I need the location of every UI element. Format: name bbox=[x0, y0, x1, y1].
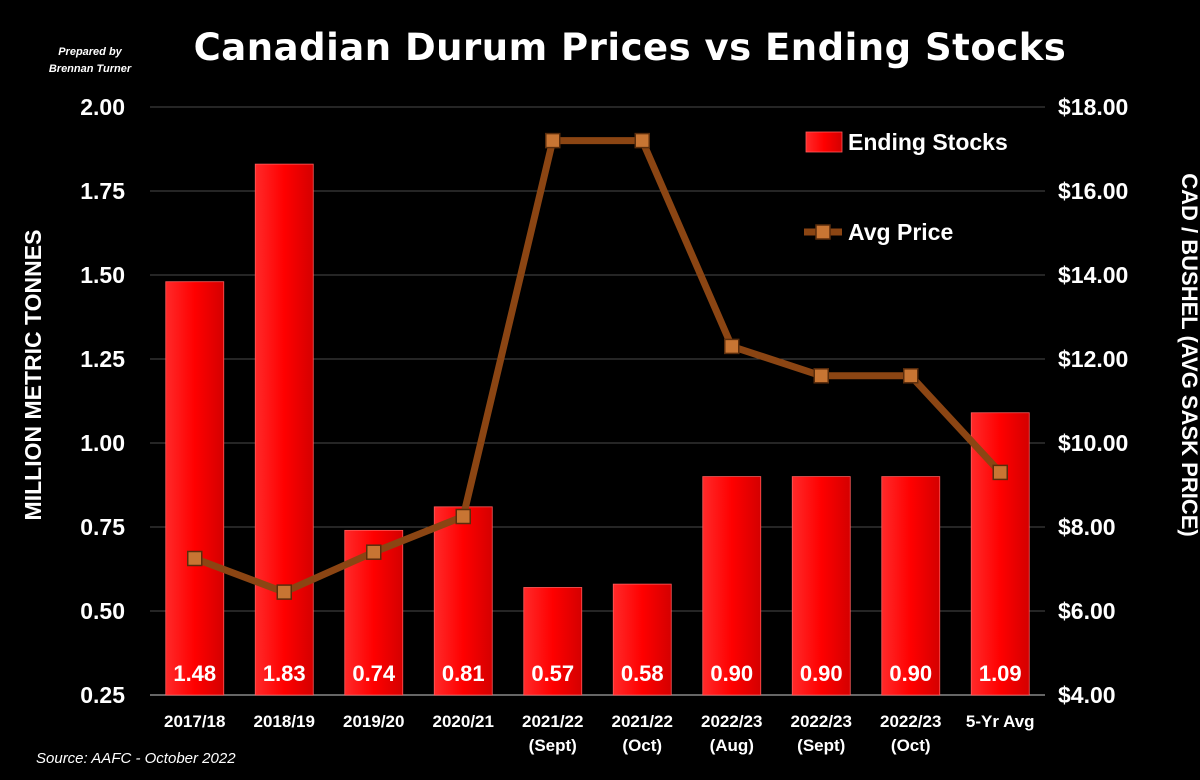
bar-data-label: 1.83 bbox=[263, 661, 306, 686]
y2-tick-label: $4.00 bbox=[1058, 682, 1116, 708]
x-tick-label: 5-Yr Avg bbox=[966, 712, 1035, 731]
y-tick-label: 1.25 bbox=[80, 346, 125, 372]
bar bbox=[165, 281, 225, 696]
price-marker bbox=[724, 338, 740, 355]
y2-tick-label: $14.00 bbox=[1058, 262, 1128, 288]
price-marker bbox=[813, 368, 829, 384]
price-marker bbox=[545, 132, 561, 149]
price-marker bbox=[634, 132, 650, 149]
x-tick-label: 2017/18 bbox=[164, 712, 225, 731]
bar bbox=[523, 587, 583, 696]
legend-label-price: Avg Price bbox=[848, 219, 953, 245]
y2-tick-label: $12.00 bbox=[1058, 346, 1128, 372]
y-tick-label: 2.00 bbox=[80, 94, 125, 120]
legend-swatch-price-marker bbox=[815, 224, 831, 240]
bar-data-label: 1.48 bbox=[173, 661, 216, 686]
y-tick-label: 0.75 bbox=[80, 514, 125, 540]
legend-label-stocks: Ending Stocks bbox=[848, 129, 1008, 155]
y-tick-label: 0.50 bbox=[80, 598, 125, 624]
bar bbox=[791, 476, 851, 696]
x-tick-label: 2022/23 bbox=[701, 712, 762, 731]
credit-note: Prepared by Brennan Turner bbox=[30, 44, 150, 78]
x-tick-label: (Oct) bbox=[622, 736, 662, 755]
bar-data-label: 1.09 bbox=[979, 661, 1022, 686]
bar-data-label: 0.90 bbox=[800, 661, 843, 686]
bar bbox=[433, 506, 493, 696]
x-tick-label: 2019/20 bbox=[343, 712, 404, 731]
price-marker bbox=[903, 368, 919, 384]
bar bbox=[702, 476, 762, 696]
credit-line-1: Prepared by bbox=[58, 46, 122, 58]
y-tick-label: 0.25 bbox=[80, 682, 125, 708]
x-tick-label: (Oct) bbox=[891, 736, 931, 755]
bar-data-label: 0.57 bbox=[531, 661, 574, 686]
x-tick-label: 2022/23 bbox=[880, 712, 941, 731]
price-marker bbox=[366, 544, 382, 560]
price-marker bbox=[992, 464, 1008, 481]
x-tick-label: 2018/19 bbox=[254, 712, 315, 731]
y-tick-label: 1.75 bbox=[80, 178, 125, 204]
bar bbox=[881, 476, 941, 696]
legend-swatch-stocks bbox=[805, 131, 843, 153]
x-tick-label: (Aug) bbox=[710, 736, 754, 755]
price-marker bbox=[187, 550, 203, 567]
bar bbox=[612, 583, 672, 696]
bar-data-label: 0.81 bbox=[442, 661, 485, 686]
x-tick-label: 2021/22 bbox=[612, 712, 673, 731]
x-tick-label: 2021/22 bbox=[522, 712, 583, 731]
bar-data-label: 0.90 bbox=[710, 661, 753, 686]
y2-axis-title: CAD / BUSHEL (AVG SASK PRICE) bbox=[1177, 173, 1200, 536]
bar-data-label: 0.58 bbox=[621, 661, 664, 686]
x-tick-label: (Sept) bbox=[797, 736, 845, 755]
price-marker bbox=[455, 508, 471, 525]
y2-tick-label: $16.00 bbox=[1058, 178, 1128, 204]
y-axis-title: MILLION METRIC TONNES bbox=[20, 230, 46, 521]
x-tick-label: (Sept) bbox=[529, 736, 577, 755]
price-line bbox=[193, 137, 1003, 596]
source-note: Source: AAFC - October 2022 bbox=[36, 750, 236, 767]
y2-tick-label: $18.00 bbox=[1058, 94, 1128, 120]
bar-data-label: 0.74 bbox=[352, 661, 396, 686]
y2-tick-label: $8.00 bbox=[1058, 514, 1116, 540]
price-marker bbox=[276, 584, 292, 600]
credit-line-2: Brennan Turner bbox=[48, 63, 132, 75]
x-tick-label: 2022/23 bbox=[791, 712, 852, 731]
chart-title: Canadian Durum Prices vs Ending Stocks bbox=[193, 26, 1067, 69]
bar-data-label: 0.90 bbox=[889, 661, 932, 686]
y2-tick-label: $6.00 bbox=[1058, 598, 1116, 624]
y-tick-label: 1.00 bbox=[80, 430, 125, 456]
bar bbox=[254, 163, 314, 696]
bar bbox=[970, 412, 1030, 696]
y-tick-label: 1.50 bbox=[80, 262, 125, 288]
y2-tick-label: $10.00 bbox=[1058, 430, 1128, 456]
x-tick-label: 2020/21 bbox=[433, 712, 494, 731]
